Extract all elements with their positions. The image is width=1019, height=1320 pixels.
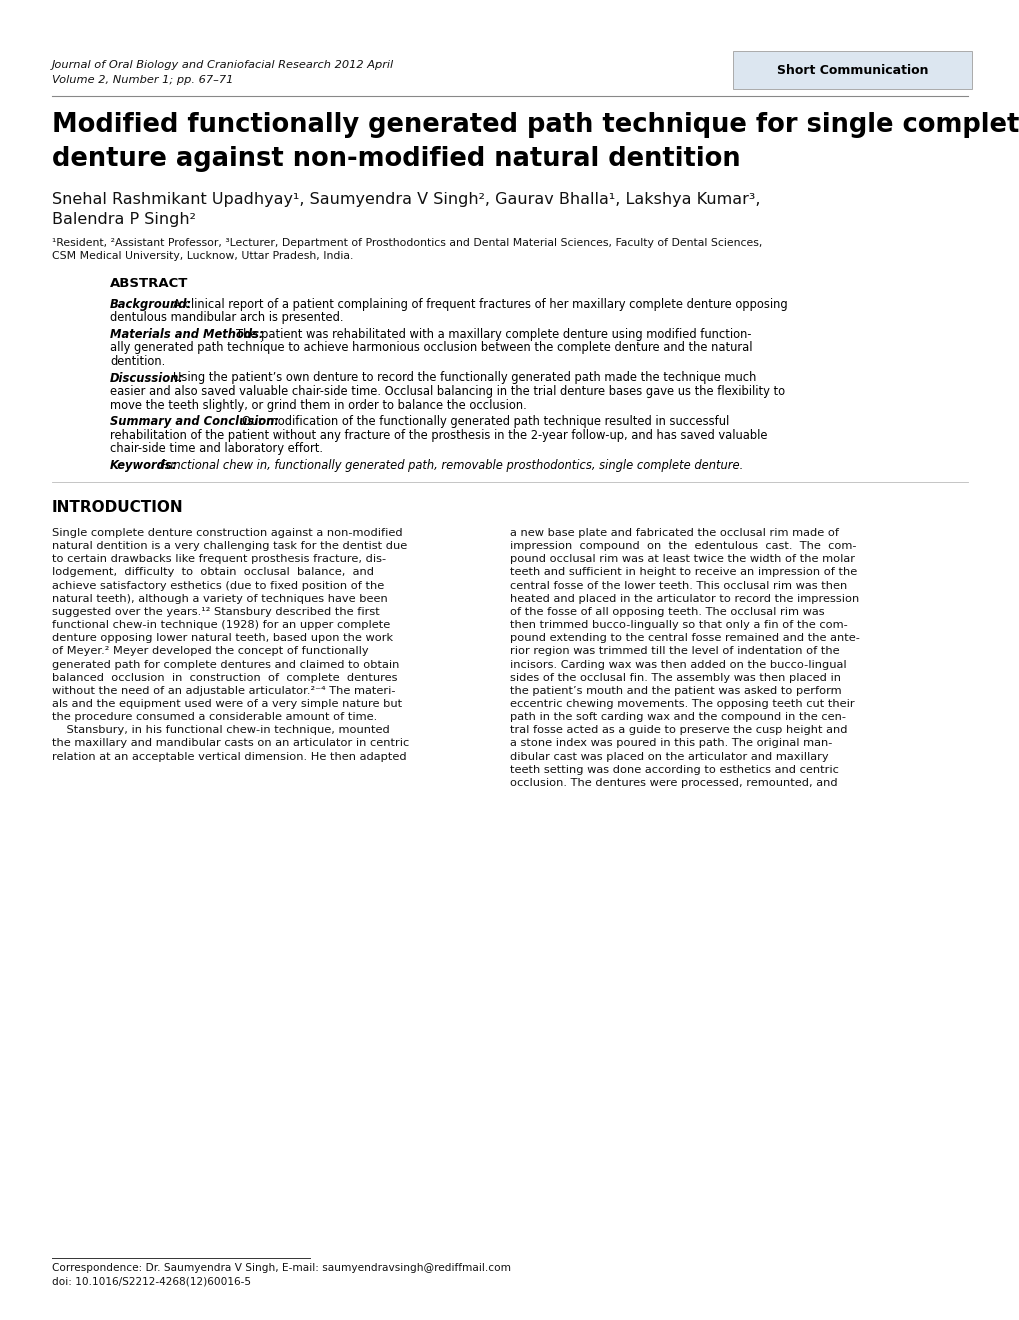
Text: Our modification of the functionally generated path technique resulted in succes: Our modification of the functionally gen… [243,414,729,428]
Text: Balendra P Singh²: Balendra P Singh² [52,213,196,227]
Text: denture against non-modified natural dentition: denture against non-modified natural den… [52,147,740,172]
Text: teeth setting was done according to esthetics and centric: teeth setting was done according to esth… [510,764,838,775]
Text: pound occlusal rim was at least twice the width of the molar: pound occlusal rim was at least twice th… [510,554,854,565]
Text: sides of the occlusal fin. The assembly was then placed in: sides of the occlusal fin. The assembly … [510,673,841,682]
Text: Summary and Conclusion:: Summary and Conclusion: [110,414,279,428]
Text: Using the patient’s own denture to record the functionally generated path made t: Using the patient’s own denture to recor… [173,371,756,384]
Text: achieve satisfactory esthetics (due to fixed position of the: achieve satisfactory esthetics (due to f… [52,581,384,590]
Text: a new base plate and fabricated the occlusal rim made of: a new base plate and fabricated the occl… [510,528,839,539]
Text: a stone index was poured in this path. The original man-: a stone index was poured in this path. T… [510,738,832,748]
Text: Correspondence: Dr. Saumyendra V Singh, E-mail: saumyendravsingh@rediffmail.com: Correspondence: Dr. Saumyendra V Singh, … [52,1263,511,1272]
Text: Discussion:: Discussion: [110,371,183,384]
Text: the procedure consumed a considerable amount of time.: the procedure consumed a considerable am… [52,711,377,722]
Text: teeth and sufficient in height to receive an impression of the: teeth and sufficient in height to receiv… [510,568,856,577]
Text: the maxillary and mandibular casts on an articulator in centric: the maxillary and mandibular casts on an… [52,738,409,748]
Text: natural teeth), although a variety of techniques have been: natural teeth), although a variety of te… [52,594,387,603]
Text: easier and also saved valuable chair-side time. Occlusal balancing in the trial : easier and also saved valuable chair-sid… [110,385,785,399]
Text: The patient was rehabilitated with a maxillary complete denture using modified f: The patient was rehabilitated with a max… [236,327,751,341]
Text: to certain drawbacks like frequent prosthesis fracture, dis-: to certain drawbacks like frequent prost… [52,554,386,565]
Text: without the need of an adjustable articulator.²⁻⁴ The materi-: without the need of an adjustable articu… [52,686,395,696]
Text: incisors. Carding wax was then added on the bucco-lingual: incisors. Carding wax was then added on … [510,660,846,669]
Text: Single complete denture construction against a non-modified: Single complete denture construction aga… [52,528,403,539]
Text: path in the soft carding wax and the compound in the cen-: path in the soft carding wax and the com… [510,711,845,722]
Text: Stansbury, in his functional chew-in technique, mounted: Stansbury, in his functional chew-in tec… [52,725,389,735]
Text: then trimmed bucco-lingually so that only a fin of the com-: then trimmed bucco-lingually so that onl… [510,620,847,630]
Text: doi: 10.1016/S2212-4268(12)60016-5: doi: 10.1016/S2212-4268(12)60016-5 [52,1276,251,1286]
Text: Background:: Background: [110,298,192,312]
Text: natural dentition is a very challenging task for the dentist due: natural dentition is a very challenging … [52,541,407,552]
Text: the patient’s mouth and the patient was asked to perform: the patient’s mouth and the patient was … [510,686,841,696]
Text: Functional chew in, functionally generated path, removable prosthodontics, singl: Functional chew in, functionally generat… [160,458,743,471]
Text: relation at an acceptable vertical dimension. He then adapted: relation at an acceptable vertical dimen… [52,751,407,762]
Text: of Meyer.² Meyer developed the concept of functionally: of Meyer.² Meyer developed the concept o… [52,647,368,656]
FancyBboxPatch shape [733,51,971,88]
Text: generated path for complete dentures and claimed to obtain: generated path for complete dentures and… [52,660,399,669]
Text: rehabilitation of the patient without any fracture of the prosthesis in the 2-ye: rehabilitation of the patient without an… [110,429,766,441]
Text: ¹Resident, ²Assistant Professor, ³Lecturer, Department of Prosthodontics and Den: ¹Resident, ²Assistant Professor, ³Lectur… [52,238,761,248]
Text: Materials and Methods:: Materials and Methods: [110,327,263,341]
Text: dibular cast was placed on the articulator and maxillary: dibular cast was placed on the articulat… [510,751,827,762]
Text: Short Communication: Short Communication [776,65,927,78]
Text: INTRODUCTION: INTRODUCTION [52,500,183,515]
Text: denture opposing lower natural teeth, based upon the work: denture opposing lower natural teeth, ba… [52,634,392,643]
Text: Keywords:: Keywords: [110,458,177,471]
Text: move the teeth slightly, or grind them in order to balance the occlusion.: move the teeth slightly, or grind them i… [110,399,526,412]
Text: ally generated path technique to achieve harmonious occlusion between the comple: ally generated path technique to achieve… [110,342,752,355]
Text: tral fosse acted as a guide to preserve the cusp height and: tral fosse acted as a guide to preserve … [510,725,847,735]
Text: Modified functionally generated path technique for single complete: Modified functionally generated path tec… [52,112,1019,139]
Text: heated and placed in the articulator to record the impression: heated and placed in the articulator to … [510,594,858,603]
Text: pound extending to the central fosse remained and the ante-: pound extending to the central fosse rem… [510,634,859,643]
Text: suggested over the years.¹² Stansbury described the first: suggested over the years.¹² Stansbury de… [52,607,379,616]
Text: Snehal Rashmikant Upadhyay¹, Saumyendra V Singh², Gaurav Bhalla¹, Lakshya Kumar³: Snehal Rashmikant Upadhyay¹, Saumyendra … [52,191,760,207]
Text: impression  compound  on  the  edentulous  cast.  The  com-: impression compound on the edentulous ca… [510,541,856,552]
Text: of the fosse of all opposing teeth. The occlusal rim was: of the fosse of all opposing teeth. The … [510,607,823,616]
Text: eccentric chewing movements. The opposing teeth cut their: eccentric chewing movements. The opposin… [510,700,854,709]
Text: occlusion. The dentures were processed, remounted, and: occlusion. The dentures were processed, … [510,777,837,788]
Text: Journal of Oral Biology and Craniofacial Research 2012 April: Journal of Oral Biology and Craniofacial… [52,59,393,70]
Text: dentition.: dentition. [110,355,165,368]
Text: ABSTRACT: ABSTRACT [110,277,189,290]
Text: chair-side time and laboratory effort.: chair-side time and laboratory effort. [110,442,323,455]
Text: central fosse of the lower teeth. This occlusal rim was then: central fosse of the lower teeth. This o… [510,581,847,590]
Text: functional chew-in technique (1928) for an upper complete: functional chew-in technique (1928) for … [52,620,390,630]
Text: dentulous mandibular arch is presented.: dentulous mandibular arch is presented. [110,312,343,325]
Text: rior region was trimmed till the level of indentation of the: rior region was trimmed till the level o… [510,647,839,656]
Text: CSM Medical University, Lucknow, Uttar Pradesh, India.: CSM Medical University, Lucknow, Uttar P… [52,251,353,261]
Text: balanced  occlusion  in  construction  of  complete  dentures: balanced occlusion in construction of co… [52,673,397,682]
Text: lodgement,  difficulty  to  obtain  occlusal  balance,  and: lodgement, difficulty to obtain occlusal… [52,568,374,577]
Text: A clinical report of a patient complaining of frequent fractures of her maxillar: A clinical report of a patient complaini… [173,298,787,312]
Text: Volume 2, Number 1; pp. 67–71: Volume 2, Number 1; pp. 67–71 [52,75,233,84]
Text: als and the equipment used were of a very simple nature but: als and the equipment used were of a ver… [52,700,401,709]
